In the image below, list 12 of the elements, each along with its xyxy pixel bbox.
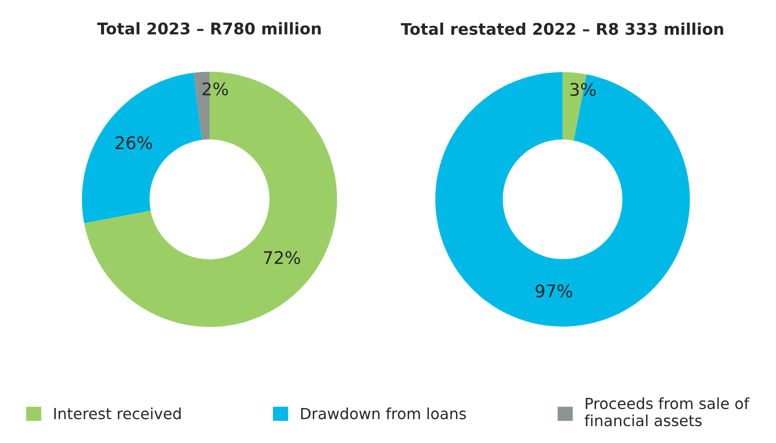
legend-label: Drawdown from loans xyxy=(301,408,466,420)
legend-label: Interest received xyxy=(54,408,181,420)
legend-label: Proceeds from sale of financial assets xyxy=(584,397,750,426)
donut-slice xyxy=(82,72,202,224)
data-label: 97% xyxy=(536,284,572,298)
chart-title: Total restated 2022 – R8 333 million xyxy=(400,22,724,35)
data-label: 72% xyxy=(264,251,300,264)
data-label: 26% xyxy=(116,136,152,150)
data-label: 2% xyxy=(202,82,228,96)
donut-slice xyxy=(84,72,338,327)
chart-title: Total 2023 – R780 million xyxy=(97,22,321,35)
donut-slice xyxy=(435,72,690,327)
